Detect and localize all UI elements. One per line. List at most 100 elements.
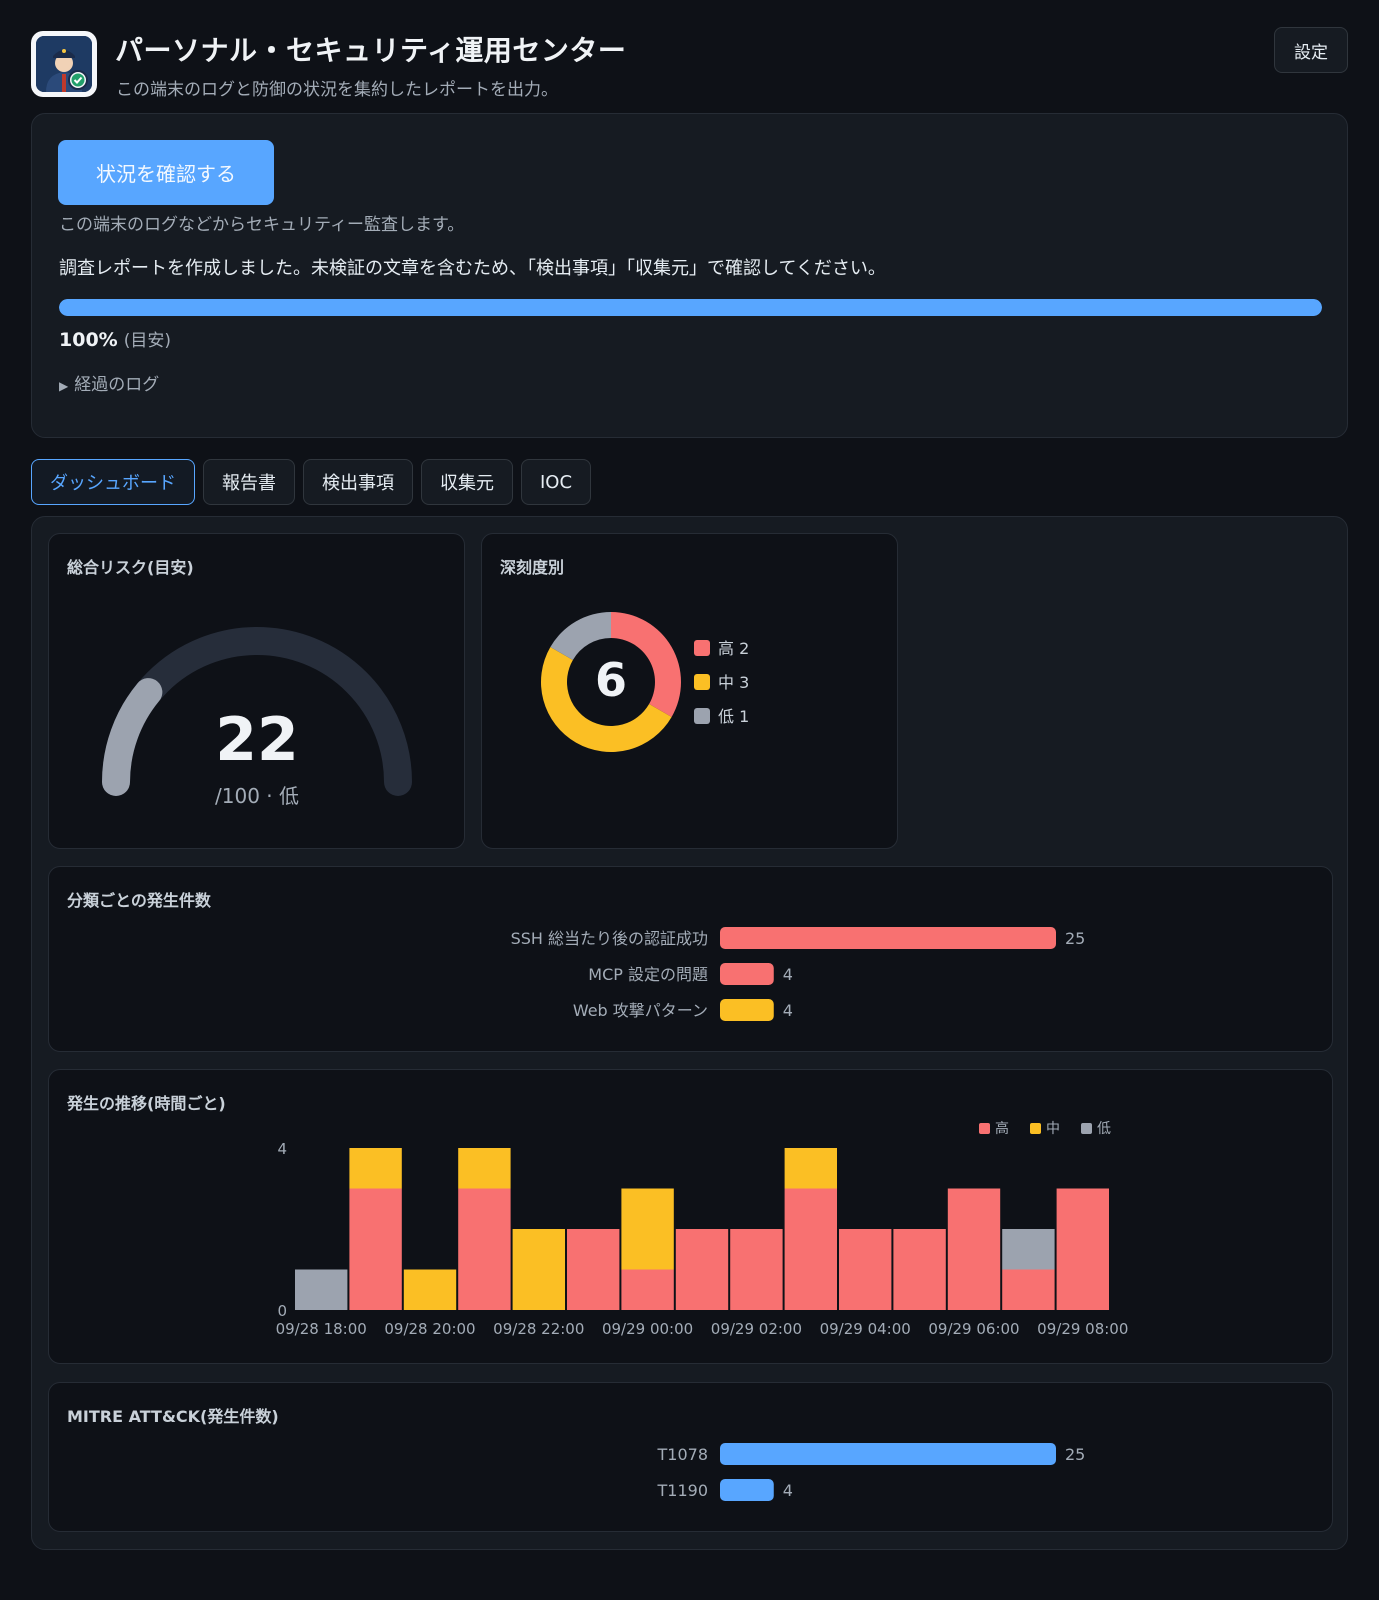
legend-label: 中 — [1046, 1121, 1060, 1137]
trend-bar-segment — [567, 1229, 620, 1310]
legend-swatch — [694, 708, 710, 724]
trend-bar-segment — [1002, 1229, 1055, 1270]
gauge-value — [102, 678, 163, 796]
bar-value-label: 4 — [783, 1001, 793, 1020]
triangle-right-icon: ▶ — [59, 379, 69, 393]
trend-card: 発生の推移(時間ごと) 0 4 09/28 18:00 09/28 20:00 09/2… — [48, 1069, 1333, 1364]
severity-card: 深刻度別 6 高 2 中 3 低 1 — [481, 533, 898, 849]
page-title: パーソナル・セキュリティ運用センター — [115, 34, 627, 67]
x-tick-label: 09/29 08:00 — [1037, 1320, 1128, 1338]
mitre-card: MITRE ATT&CK(発生件数) T1078 25 T1190 4 — [48, 1382, 1333, 1532]
trend-bar-segment — [621, 1188, 674, 1270]
x-tick-label: 09/28 22:00 — [493, 1320, 584, 1338]
page-subtitle: この端末のログと防御の状況を集約したレポートを出力。 — [116, 80, 558, 100]
bar — [720, 1443, 1056, 1465]
legend-swatch — [694, 640, 710, 656]
risk-title: 総合リスク(目安) — [67, 558, 194, 577]
bar-value-label: 4 — [783, 965, 793, 984]
donut-slice-low — [550, 612, 611, 660]
categories-title: 分類ごとの発生件数 — [67, 891, 211, 910]
trend-bar-segment — [893, 1229, 946, 1310]
risk-gauge: 22 /100 · 低 — [102, 627, 412, 808]
x-tick-label: 09/28 18:00 — [276, 1320, 367, 1338]
legend-label: 中 3 — [718, 673, 749, 692]
trend-bar-segment — [675, 1229, 729, 1310]
bar — [720, 999, 774, 1021]
bar-value-label: 25 — [1065, 1445, 1085, 1464]
trend-bar-segment — [458, 1148, 511, 1189]
trend-bar-segment — [295, 1269, 348, 1310]
categories-bar-chart: SSH 総当たり後の認証成功 25 MCP 設定の問題 4 Web 攻撃パターン 4 — [511, 927, 1085, 1021]
tab-sources[interactable]: 収集元 — [421, 459, 513, 505]
severity-donut-chart: 6 高 2 中 3 低 1 — [541, 612, 749, 752]
progress-value: 100% — [59, 329, 118, 351]
mitre-bar-chart: T1078 25 T1190 4 — [657, 1443, 1085, 1501]
app-icon — [31, 31, 97, 97]
legend-label: 高 — [995, 1120, 1009, 1137]
log-toggle-label: 経過のログ — [74, 375, 160, 395]
check-status-button[interactable]: 状況を確認する — [58, 140, 274, 205]
report-message: 調査レポートを作成しました。未検証の文章を含むため、「検出事項」「収集元」で確認… — [59, 258, 886, 279]
y-tick-label: 4 — [277, 1140, 287, 1158]
trend-bar-segment — [349, 1188, 402, 1310]
legend-label: 高 2 — [718, 639, 749, 658]
x-tick-label: 09/29 06:00 — [928, 1320, 1019, 1338]
risk-suffix: /100 · 低 — [215, 784, 299, 808]
security-officer-icon — [36, 36, 92, 92]
risk-score: 22 — [215, 705, 299, 775]
trend-bar-segment — [784, 1188, 837, 1310]
tab-findings[interactable]: 検出事項 — [303, 459, 413, 505]
x-tick-label: 09/28 20:00 — [384, 1320, 475, 1338]
progress-hint: (目安) — [123, 331, 172, 351]
severity-total: 6 — [595, 653, 627, 707]
legend-swatch — [979, 1123, 990, 1134]
bar-category-label: T1078 — [657, 1445, 709, 1464]
x-tick-label: 09/29 00:00 — [602, 1320, 693, 1338]
bar — [720, 963, 774, 985]
progress-fill — [59, 299, 1322, 316]
bar — [720, 927, 1056, 949]
trend-bar-segment — [403, 1269, 457, 1310]
tab-bar: ダッシュボード 報告書 検出事項 収集元 IOC — [31, 459, 592, 505]
categories-card: 分類ごとの発生件数 SSH 総当たり後の認証成功 25 MCP 設定の問題 4 Web … — [48, 866, 1333, 1052]
tab-dashboard[interactable]: ダッシュボード — [31, 459, 195, 505]
trend-bar-segment — [1056, 1188, 1109, 1310]
trend-bar-segment — [730, 1229, 783, 1310]
legend-label: 低 — [1097, 1121, 1111, 1137]
dashboard-panel: 総合リスク(目安) 22 /100 · 低 深刻度別 6 高 2 中 3 低 1 分… — [31, 516, 1348, 1550]
progress-bar — [59, 299, 1322, 316]
bar-category-label: MCP 設定の問題 — [588, 965, 708, 984]
trend-bar-segment — [947, 1188, 1001, 1310]
tab-ioc[interactable]: IOC — [521, 459, 592, 505]
legend-swatch — [1081, 1123, 1092, 1134]
trend-bar-segment — [458, 1188, 511, 1310]
trend-bar-segment — [784, 1148, 837, 1189]
bar-category-label: T1190 — [657, 1481, 709, 1500]
progress-label: 100% (目安) — [59, 326, 171, 351]
bar-category-label: SSH 総当たり後の認証成功 — [511, 929, 708, 948]
tab-report[interactable]: 報告書 — [203, 459, 295, 505]
legend-label: 低 1 — [718, 707, 749, 726]
donut-slice-high — [611, 612, 681, 717]
status-card: 状況を確認する この端末のログなどからセキュリティー監査します。 調査レポートを… — [31, 113, 1348, 438]
severity-title: 深刻度別 — [500, 558, 565, 577]
trend-stacked-bar-chart: 0 4 09/28 18:00 09/28 20:00 09/28 22:00 09/29… — [276, 1120, 1129, 1338]
bar-value-label: 25 — [1065, 929, 1085, 948]
bar — [720, 1479, 774, 1501]
legend-swatch — [694, 674, 710, 690]
settings-button[interactable]: 設定 — [1274, 27, 1348, 73]
bar-category-label: Web 攻撃パターン — [573, 1001, 708, 1020]
donut-slice-medium — [541, 647, 672, 752]
x-tick-label: 09/29 02:00 — [711, 1320, 802, 1338]
mitre-title: MITRE ATT&CK(発生件数) — [67, 1407, 279, 1426]
y-tick-label: 0 — [277, 1302, 287, 1320]
log-toggle[interactable]: ▶ 経過のログ — [59, 370, 159, 395]
trend-bar-segment — [839, 1229, 892, 1310]
trend-bar-segment — [349, 1148, 402, 1189]
x-tick-label: 09/29 04:00 — [820, 1320, 911, 1338]
bar-value-label: 4 — [783, 1481, 793, 1500]
legend-swatch — [1030, 1123, 1041, 1134]
trend-bar-segment — [621, 1269, 674, 1310]
check-description: この端末のログなどからセキュリティー監査します。 — [59, 215, 465, 235]
trend-title: 発生の推移(時間ごと) — [67, 1094, 226, 1113]
